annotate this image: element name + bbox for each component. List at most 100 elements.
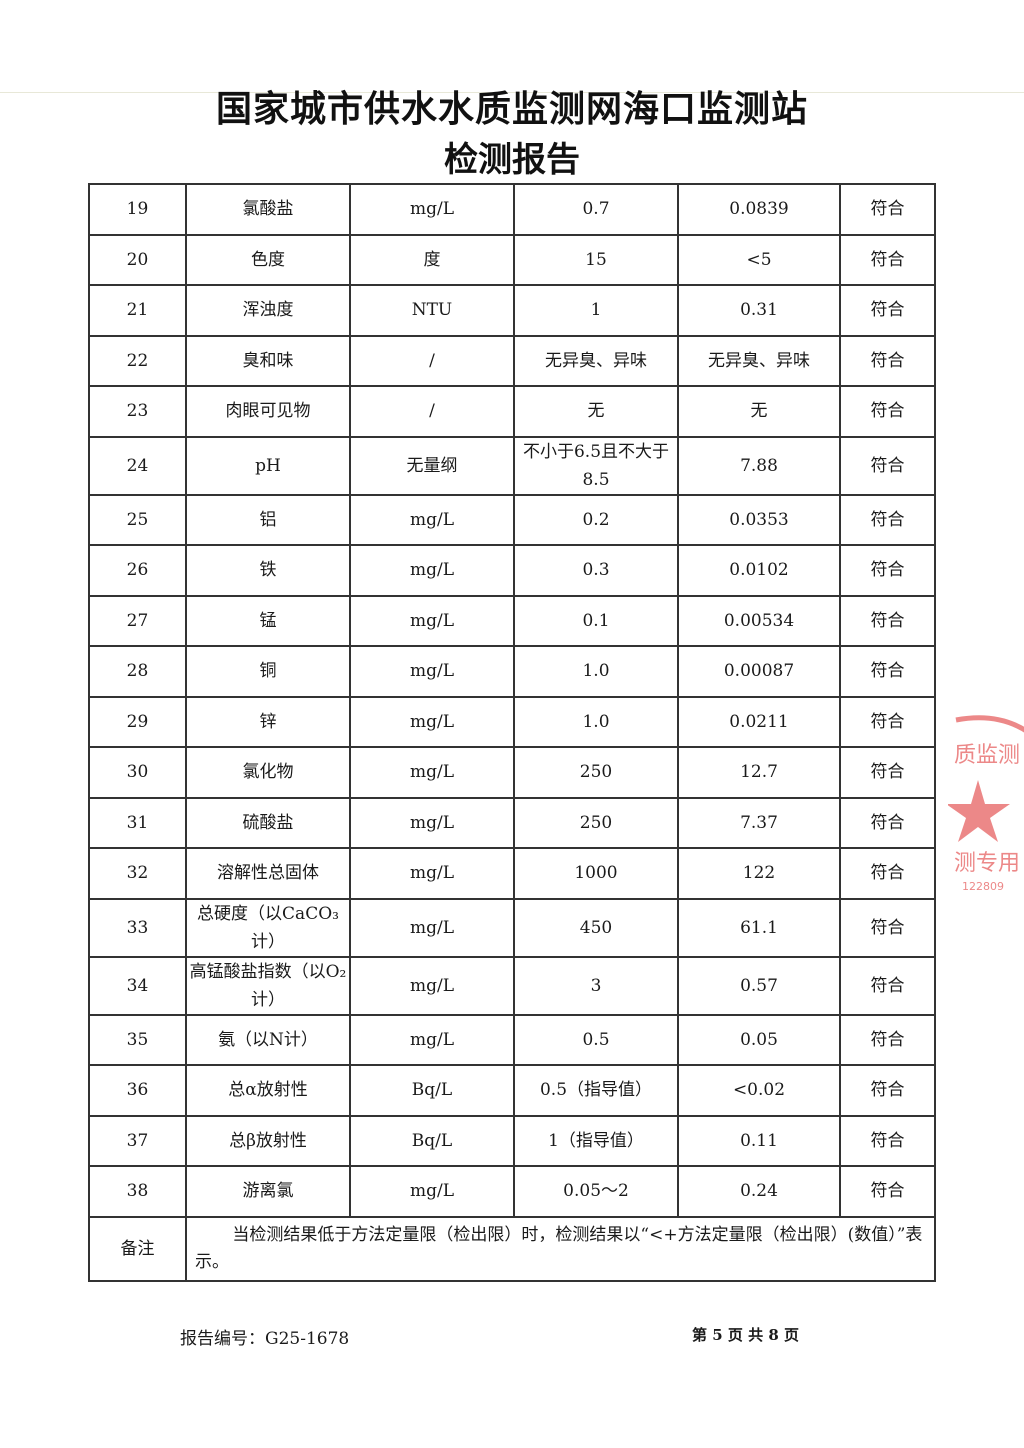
- table-row: 32 溶解性总固体 mg/L 1000 122 符合: [88, 847, 936, 900]
- item-number: 19: [88, 183, 187, 236]
- limit: 无: [513, 385, 679, 438]
- star-icon: [948, 780, 1010, 842]
- unit: mg/L: [349, 955, 515, 1016]
- item-name: 氨（以N计）: [185, 1013, 351, 1066]
- judgement: 符合: [839, 183, 936, 236]
- limit: 0.7: [513, 183, 679, 236]
- svg-text:122809: 122809: [962, 880, 1004, 893]
- limit: 0.05～2: [513, 1165, 679, 1218]
- table-row: 25 铝 mg/L 0.2 0.0353 符合: [88, 493, 936, 546]
- item-number: 21: [88, 284, 187, 337]
- table-row: 36 总α放射性 Bq/L 0.5（指导值） <0.02 符合: [88, 1064, 936, 1117]
- judgement: 符合: [839, 695, 936, 748]
- judgement: 符合: [839, 594, 936, 647]
- limit: 1（指导值）: [513, 1114, 679, 1167]
- item-name: 氯酸盐: [185, 183, 351, 236]
- judgement: 符合: [839, 233, 936, 286]
- report-number: 报告编号：G25-1678: [180, 1329, 350, 1349]
- limit: 1.0: [513, 645, 679, 698]
- unit: mg/L: [349, 746, 515, 799]
- unit: 度: [349, 233, 515, 286]
- table-row: 35 氨（以N计） mg/L 0.5 0.05 符合: [88, 1013, 936, 1066]
- item-number: 36: [88, 1064, 187, 1117]
- item-number: 28: [88, 645, 187, 698]
- table-row: 31 硫酸盐 mg/L 250 7.37 符合: [88, 796, 936, 849]
- result: 0.05: [677, 1013, 841, 1066]
- table-row: 26 铁 mg/L 0.3 0.0102 符合: [88, 544, 936, 597]
- item-number: 22: [88, 334, 187, 387]
- result: 61.1: [677, 897, 841, 958]
- table-row: 28 铜 mg/L 1.0 0.00087 符合: [88, 645, 936, 698]
- item-name: 锰: [185, 594, 351, 647]
- judgement: 符合: [839, 897, 936, 958]
- limit: 1: [513, 284, 679, 337]
- judgement: 符合: [839, 385, 936, 438]
- note-row: 备注 当检测结果低于方法定量限（检出限）时，检测结果以“<+方法定量限（检出限）…: [88, 1215, 936, 1282]
- item-name: 总β放射性: [185, 1114, 351, 1167]
- judgement: 符合: [839, 1064, 936, 1117]
- table-row: 30 氯化物 mg/L 250 12.7 符合: [88, 746, 936, 799]
- result: 0.00534: [677, 594, 841, 647]
- item-number: 27: [88, 594, 187, 647]
- table-row: 23 肉眼可见物 / 无无符合: [88, 385, 936, 438]
- item-name: 臭和味: [185, 334, 351, 387]
- item-number: 33: [88, 897, 187, 958]
- result: 0.0353: [677, 493, 841, 546]
- judgement: 符合: [839, 796, 936, 849]
- item-name: 色度: [185, 233, 351, 286]
- table-row: 29 锌 mg/L 1.0 0.0211 符合: [88, 695, 936, 748]
- result: 0.0839: [677, 183, 841, 236]
- item-number: 20: [88, 233, 187, 286]
- report-title: 检测报告: [444, 140, 580, 180]
- limit: 3: [513, 955, 679, 1016]
- table-row: 20 色度度 15 <5 符合: [88, 233, 936, 286]
- item-name: 硫酸盐: [185, 796, 351, 849]
- limit: 不小于6.5且不大于8.5: [513, 435, 679, 496]
- limit: 0.5: [513, 1013, 679, 1066]
- table-row: 19 氯酸盐 mg/L 0.7 0.0839 符合: [88, 183, 936, 236]
- page-number: 第 5 页 共 8 页: [692, 1326, 799, 1344]
- unit: mg/L: [349, 645, 515, 698]
- item-name: pH: [185, 435, 351, 496]
- limit: 0.1: [513, 594, 679, 647]
- result: 0.0211: [677, 695, 841, 748]
- item-name: 浑浊度: [185, 284, 351, 337]
- unit: /: [349, 334, 515, 387]
- judgement: 符合: [839, 435, 936, 496]
- note-label: 备注: [88, 1215, 187, 1282]
- unit: mg/L: [349, 544, 515, 597]
- unit: Bq/L: [349, 1064, 515, 1117]
- result: <0.02: [677, 1064, 841, 1117]
- judgement: 符合: [839, 544, 936, 597]
- judgement: 符合: [839, 493, 936, 546]
- unit: mg/L: [349, 183, 515, 236]
- judgement: 符合: [839, 746, 936, 799]
- judgement: 符合: [839, 1114, 936, 1167]
- result: 0.00087: [677, 645, 841, 698]
- judgement: 符合: [839, 1013, 936, 1066]
- judgement: 符合: [839, 955, 936, 1016]
- item-name: 高锰酸盐指数（以O₂计）: [185, 955, 351, 1016]
- item-number: 38: [88, 1165, 187, 1218]
- results-table: 19 氯酸盐 mg/L 0.7 0.0839 符合 20 色度度 15 <5 符合 21 浑浊度 NTU 1…: [88, 183, 936, 1282]
- table-row: 37 总β放射性 Bq/L 1（指导值） 0.11 符合: [88, 1114, 936, 1167]
- table-row: 34 高锰酸盐指数（以O₂计） mg/L 3 0.57 符合: [88, 955, 936, 1016]
- result: 0.24: [677, 1165, 841, 1218]
- limit: 1000: [513, 847, 679, 900]
- limit: 无异臭、异味: [513, 334, 679, 387]
- result: 12.7: [677, 746, 841, 799]
- limit: 250: [513, 746, 679, 799]
- judgement: 符合: [839, 284, 936, 337]
- item-name: 铝: [185, 493, 351, 546]
- item-name: 锌: [185, 695, 351, 748]
- limit: 0.5（指导值）: [513, 1064, 679, 1117]
- item-number: 37: [88, 1114, 187, 1167]
- limit: 0.3: [513, 544, 679, 597]
- limit: 250: [513, 796, 679, 849]
- table-row: 38 游离氯 mg/L 0.05～2 0.24 符合: [88, 1165, 936, 1218]
- limit: 0.2: [513, 493, 679, 546]
- limit: 15: [513, 233, 679, 286]
- judgement: 符合: [839, 847, 936, 900]
- item-number: 30: [88, 746, 187, 799]
- item-name: 溶解性总固体: [185, 847, 351, 900]
